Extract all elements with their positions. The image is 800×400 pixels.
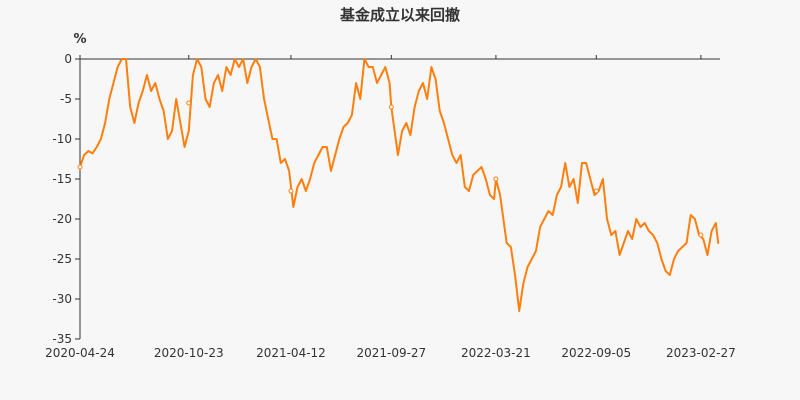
- x-tick-label: 2020-04-24: [45, 346, 115, 360]
- x-tick-label: 2022-03-21: [461, 346, 531, 360]
- y-tick-label: -25: [52, 252, 72, 266]
- y-tick-label: -35: [52, 332, 72, 346]
- series-group: [77, 58, 720, 312]
- y-tick-label: -30: [52, 292, 72, 306]
- x-tick-label: 2023-02-27: [666, 346, 736, 360]
- y-axis-unit-label: %: [73, 32, 86, 47]
- drawdown-line: [79, 58, 720, 312]
- data-point-marker: [288, 188, 294, 194]
- y-tick-label: -15: [52, 172, 72, 186]
- data-point-marker: [388, 104, 394, 110]
- y-tick-label: -5: [60, 92, 72, 106]
- data-point-marker: [593, 188, 599, 194]
- data-point-marker: [493, 176, 499, 182]
- data-point-marker: [698, 232, 704, 238]
- y-tick-label: -20: [52, 212, 72, 226]
- data-point-marker: [186, 100, 192, 106]
- y-tick-label: -10: [52, 132, 72, 146]
- x-tick-label: 2020-10-23: [154, 346, 224, 360]
- y-tick-label: 0: [64, 52, 72, 66]
- x-tick-label: 2021-09-27: [356, 346, 426, 360]
- data-point-marker: [77, 164, 83, 170]
- chart-title: 基金成立以来回撤: [339, 6, 460, 24]
- x-tick-label: 2021-04-12: [256, 346, 326, 360]
- x-tick-label: 2022-09-05: [561, 346, 631, 360]
